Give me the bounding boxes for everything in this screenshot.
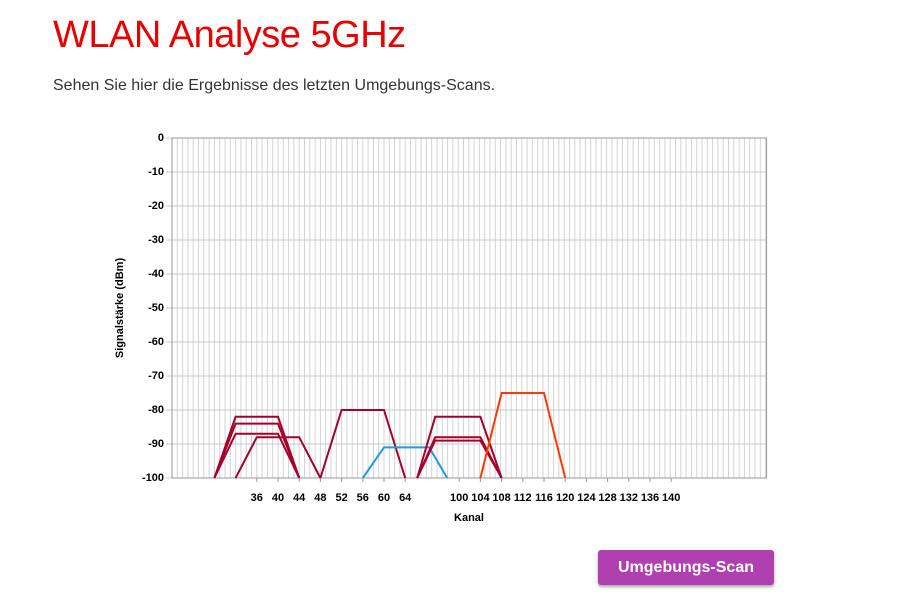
x-tick-label: 52 [335, 492, 347, 504]
y-tick-label: -20 [148, 200, 164, 212]
y-tick-label: -80 [148, 404, 164, 416]
x-axis-label: Kanal [454, 512, 484, 524]
x-tick-label: 128 [598, 492, 616, 504]
y-tick-label: -50 [148, 302, 164, 314]
x-tick-label: 44 [293, 492, 306, 504]
signal-line [361, 446, 449, 479]
scan-button[interactable]: Umgebungs-Scan [598, 550, 774, 585]
x-tick-label: 60 [378, 492, 390, 504]
y-tick-label: -60 [148, 336, 164, 348]
y-tick-label: -70 [148, 370, 164, 382]
signal-line [213, 415, 301, 479]
x-tick-label: 136 [641, 492, 659, 504]
y-tick-label: -100 [142, 472, 164, 484]
signal-line [213, 432, 301, 479]
page-subtitle: Sehen Sie hier die Ergebnisse des letzte… [53, 77, 496, 94]
x-tick-label: 124 [577, 492, 596, 504]
y-tick-label: -40 [148, 268, 164, 280]
x-tick-label: 104 [471, 492, 490, 504]
signal-line [319, 409, 407, 479]
x-tick-label: 56 [357, 492, 369, 504]
x-tick-label: 112 [514, 492, 532, 504]
x-tick-label: 100 [450, 492, 468, 504]
x-tick-label: 40 [272, 492, 284, 504]
signal-line [416, 439, 503, 479]
y-tick-label: 0 [158, 132, 164, 144]
y-axis-label: Signalstärke (dBm) [114, 258, 126, 359]
x-tick-label: 116 [535, 492, 553, 504]
signal-line [479, 392, 567, 479]
signal-line [416, 415, 503, 479]
x-tick-label: 132 [620, 492, 638, 504]
x-tick-label: 120 [556, 492, 574, 504]
y-tick-label: -90 [148, 438, 164, 450]
x-tick-label: 108 [492, 492, 510, 504]
signal-line [213, 422, 301, 479]
y-tick-label: -10 [148, 166, 164, 178]
x-tick-label: 48 [314, 492, 326, 504]
y-tick-label: -30 [148, 234, 164, 246]
signal-line [234, 436, 322, 479]
page-title: WLAN Analyse 5GHz [53, 14, 406, 56]
plot-border [171, 137, 768, 479]
x-tick-label: 140 [662, 492, 680, 504]
x-tick-label: 64 [399, 492, 412, 504]
x-tick-label: 36 [251, 492, 263, 504]
